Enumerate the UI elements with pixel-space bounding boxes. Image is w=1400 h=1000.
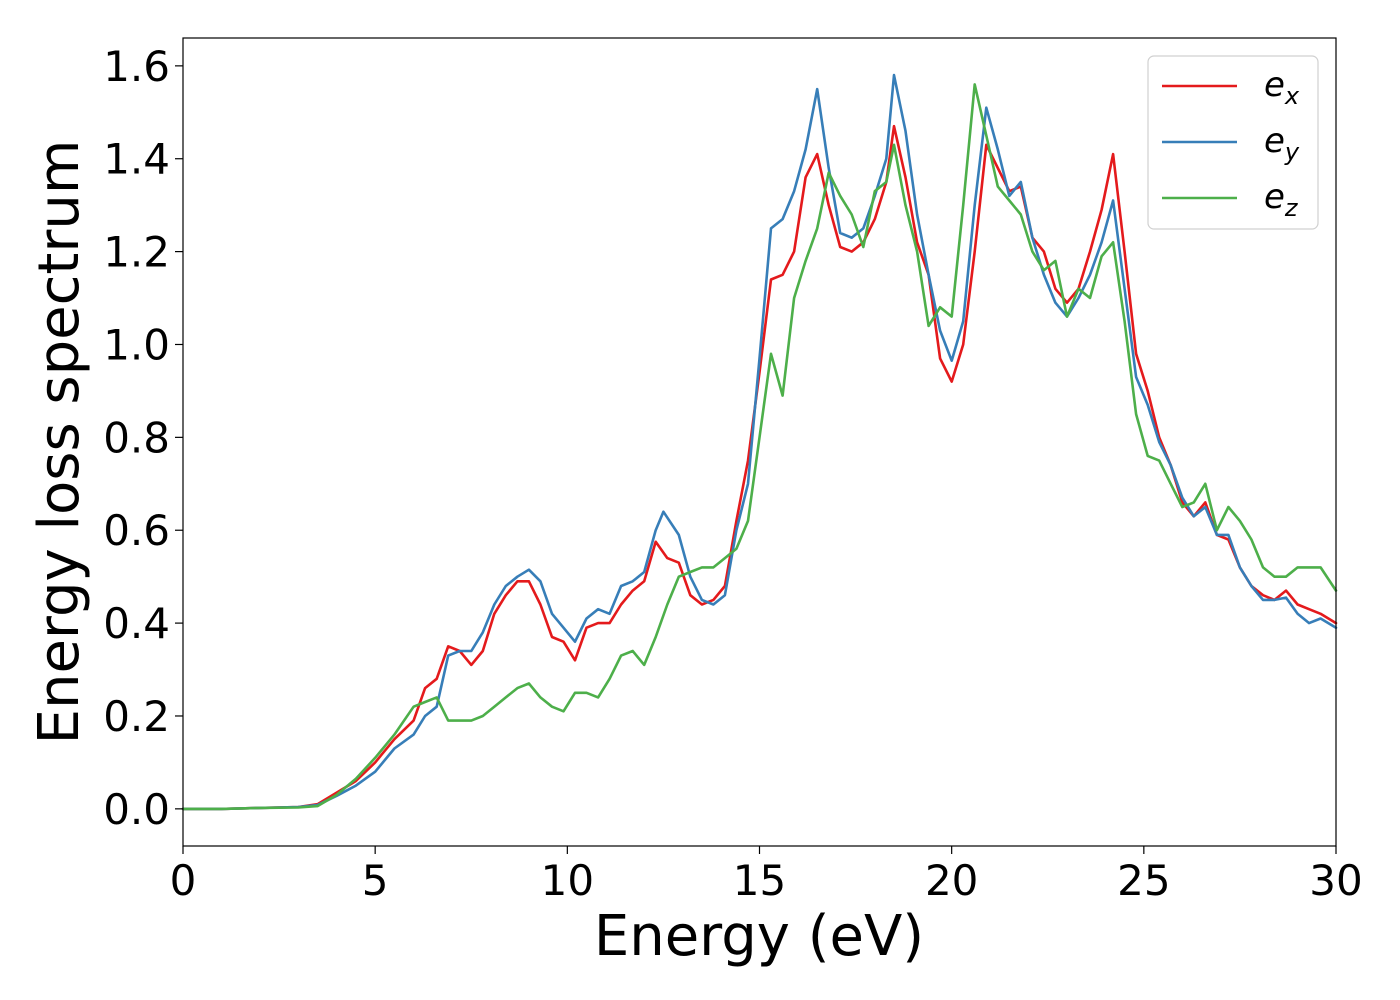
x-axis-label: Energy (eV) (594, 904, 924, 969)
y-tick-label: 1.0 (103, 320, 170, 369)
x-tick-label: 0 (170, 856, 197, 905)
y-axis-ticks: 0.0 0.2 0.4 0.6 0.8 1.0 1.2 1.4 1.6 (103, 42, 183, 834)
y-tick-label: 1.6 (103, 42, 170, 91)
x-tick-label: 20 (925, 856, 978, 905)
y-tick-label: 1.2 (103, 228, 170, 277)
series-line-x (181, 124, 1338, 811)
y-tick-label: 0.4 (103, 599, 170, 648)
x-tick-label: 15 (733, 856, 786, 905)
series-layer (181, 73, 1338, 811)
y-axis-label: Energy loss spectrum (27, 140, 92, 745)
y-tick-label: 0.8 (103, 413, 170, 462)
series-line-z (181, 83, 1338, 811)
y-tick-label: 1.4 (103, 135, 170, 184)
y-tick-label: 0.6 (103, 506, 170, 555)
y-tick-label: 0.2 (103, 692, 170, 741)
x-tick-label: 25 (1117, 856, 1170, 905)
x-tick-label: 30 (1309, 856, 1362, 905)
y-tick-label: 0.0 (103, 785, 170, 834)
x-tick-label: 5 (362, 856, 389, 905)
x-tick-label: 10 (541, 856, 594, 905)
x-axis-ticks: 0 5 10 15 20 25 30 (170, 846, 1363, 905)
series-line-y (181, 73, 1338, 811)
